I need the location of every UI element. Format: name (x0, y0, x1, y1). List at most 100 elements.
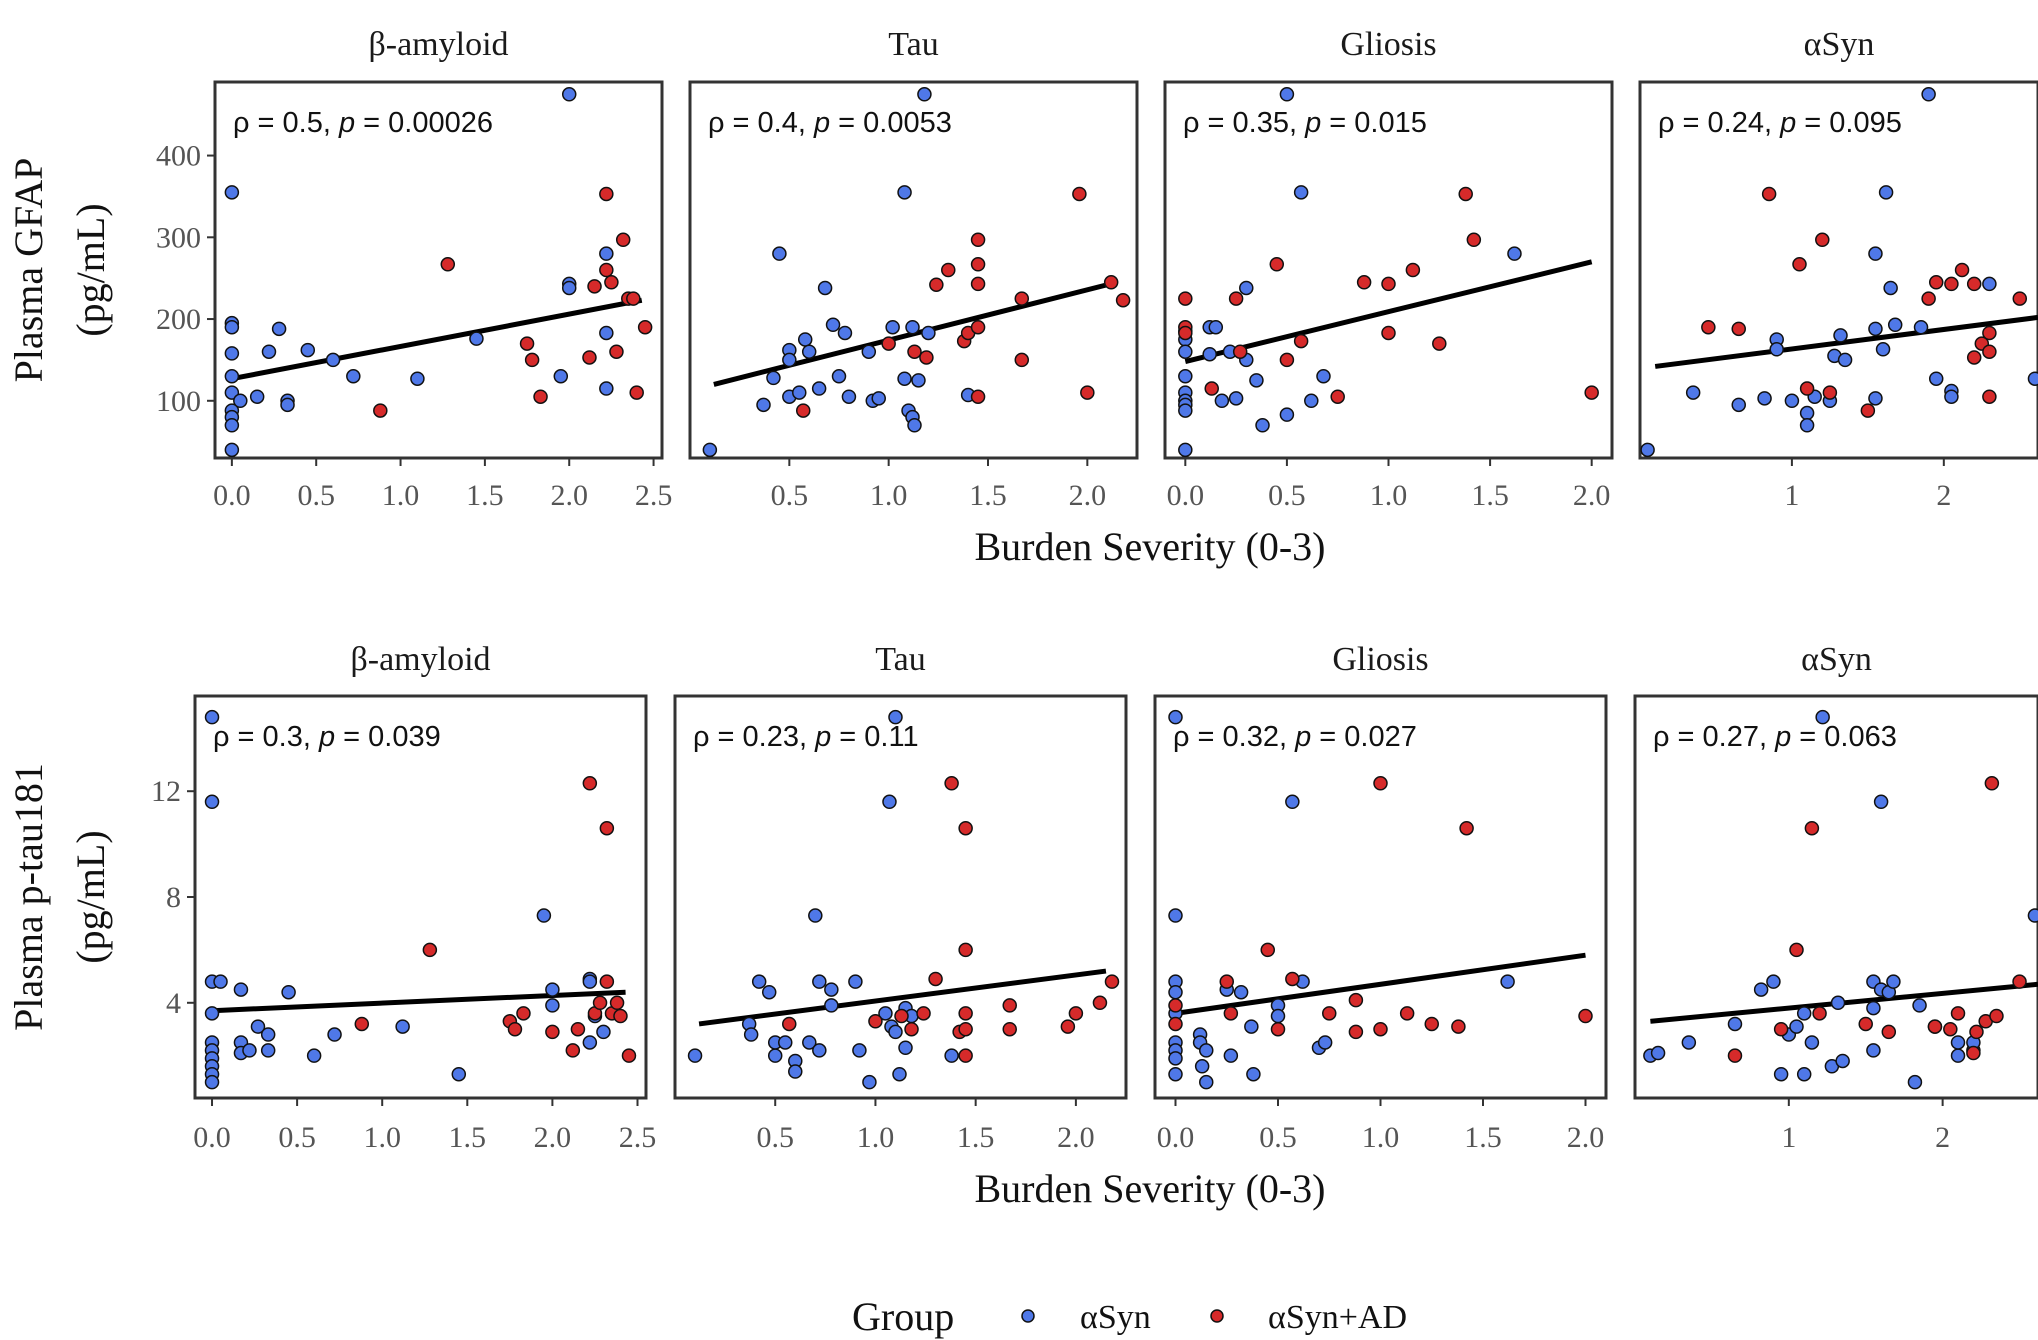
point-asyn (1249, 373, 1264, 388)
point-asyn (862, 1074, 877, 1090)
x-tick-label: 1.5 (449, 1121, 487, 1154)
point-asyn-ad (519, 336, 535, 351)
x-tick-label: 0.0 (1167, 479, 1205, 512)
panel-strip-label: Tau (875, 641, 926, 678)
point-asyn-ad (545, 1024, 560, 1040)
point-asyn-ad (958, 942, 973, 958)
point-asyn (761, 984, 777, 1000)
point-asyn (1239, 280, 1254, 296)
point-asyn (204, 794, 220, 810)
panel-4: αSyn 1 2 ρ = 0.24, p = 0.095 (1638, 26, 2038, 512)
point-asyn (346, 369, 361, 384)
point-asyn-ad (1232, 344, 1248, 359)
panel-strip-label: β-amyloid (350, 641, 490, 678)
point-asyn (1835, 1053, 1850, 1069)
point-asyn-ad (1927, 1019, 1943, 1034)
point-asyn (1228, 391, 1244, 406)
y-axis-label-line-2: (pg/mL) (68, 203, 113, 336)
panel-border (1633, 694, 2038, 1100)
point-asyn (1255, 418, 1270, 433)
point-asyn (260, 1027, 276, 1042)
x-tick-label: 2.5 (619, 1121, 657, 1154)
point-asyn (808, 908, 823, 923)
x-tick-label: 2 (1935, 1121, 1950, 1154)
stat-annotation-part: = 0.0053 (830, 107, 952, 139)
panel-strip-label: Gliosis (1340, 26, 1436, 63)
point-asyn (1168, 1051, 1183, 1066)
point-asyn (1883, 280, 1898, 296)
panel-strip-label: Gliosis (1332, 641, 1428, 678)
point-asyn (1804, 1035, 1820, 1050)
point-asyn-ad (881, 336, 896, 351)
point-asyn (1868, 391, 1883, 406)
stat-annotation: ρ = 0.32, p = 0.027 (1173, 721, 1417, 753)
point-asyn (1799, 405, 1815, 421)
point-asyn (1293, 185, 1309, 200)
point-asyn (1178, 442, 1193, 458)
stat-annotation-part: ρ = 0.23, (693, 721, 815, 753)
point-asyn (469, 331, 484, 346)
x-tick-label: 2.0 (1069, 479, 1107, 512)
x-tick-label: 2.0 (1573, 479, 1611, 512)
y-tick-label: 12 (151, 775, 181, 808)
point-asyn (1944, 389, 1959, 404)
point-asyn (224, 418, 240, 433)
point-asyn (1866, 1043, 1881, 1058)
point-asyn-ad (1792, 257, 1807, 272)
point-asyn (802, 1035, 817, 1050)
point-asyn-ad (1356, 275, 1372, 290)
point-asyn (1886, 974, 1901, 989)
point-asyn (756, 397, 771, 413)
point-asyn (1168, 984, 1183, 1000)
point-asyn-ad (1014, 291, 1030, 306)
point-asyn (812, 974, 827, 989)
point-asyn-ad (958, 820, 973, 836)
point-asyn (204, 1074, 220, 1090)
point-asyn (1178, 344, 1193, 359)
stat-annotation-part: p (1774, 721, 1791, 753)
point-asyn-ad (533, 389, 548, 404)
point-asyn (1773, 1066, 1789, 1082)
point-asyn (1875, 342, 1891, 357)
x-tick-label: 0.5 (756, 1121, 794, 1154)
point-asyn (1199, 1043, 1214, 1058)
point-asyn-ad (970, 276, 986, 292)
regression-line (698, 968, 1107, 1027)
point-asyn-ad (958, 1021, 973, 1037)
point-asyn-ad (592, 995, 608, 1011)
point-asyn (1830, 995, 1846, 1011)
point-asyn-ad (587, 279, 602, 294)
point-asyn (250, 1019, 266, 1034)
y-axis-label-line-1: Plasma p-tau181 (6, 763, 51, 1031)
point-asyn-ad (1405, 262, 1421, 278)
point-asyn (281, 984, 296, 1000)
point-asyn (777, 1035, 793, 1050)
x-tick-label: 0.5 (771, 479, 809, 512)
point-asyn (811, 381, 827, 396)
point-asyn-ad (970, 319, 986, 335)
x-tick-label: 2.0 (1057, 1121, 1095, 1154)
point-asyn (327, 1027, 342, 1042)
point-asyn (545, 982, 560, 997)
point-asyn-ad (1178, 325, 1193, 341)
point-asyn (213, 974, 228, 989)
point-asyn (204, 709, 220, 725)
regression-line (1175, 952, 1586, 1016)
point-asyn-ad (1459, 820, 1474, 836)
legend-label-asyn: αSyn (1080, 1299, 1151, 1336)
point-asyn-ad (1381, 276, 1396, 292)
point-asyn (1285, 794, 1300, 810)
point-asyn (249, 389, 265, 404)
x-tick-label: 1.0 (363, 1121, 401, 1154)
point-asyn (2027, 908, 2038, 923)
point-asyn (898, 1040, 913, 1055)
point-asyn (325, 352, 341, 368)
point-asyn (797, 332, 813, 347)
point-asyn-ad (1458, 186, 1473, 202)
point-asyn-ad (354, 1016, 370, 1032)
point-asyn (1784, 393, 1800, 409)
point-asyn-ad (1399, 1006, 1415, 1021)
panel-strip-label: Tau (888, 26, 939, 63)
point-asyn (812, 1043, 827, 1058)
x-tick-label: 0.5 (1268, 479, 1306, 512)
